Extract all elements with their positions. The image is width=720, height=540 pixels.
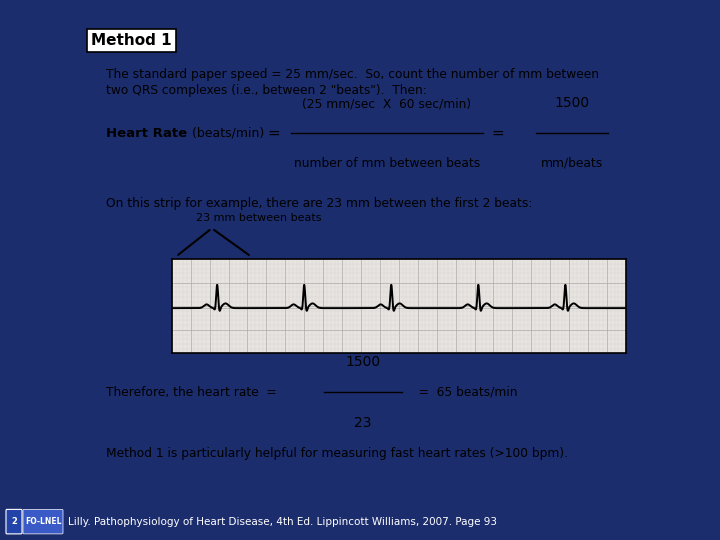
Text: 23: 23 [354,416,372,430]
Text: 2: 2 [11,517,17,526]
Text: (25 mm/sec  X  60 sec/min): (25 mm/sec X 60 sec/min) [302,97,472,110]
FancyBboxPatch shape [6,509,22,534]
Text: (beats/min): (beats/min) [189,127,265,140]
Text: number of mm between beats: number of mm between beats [294,157,480,170]
Text: The standard paper speed = 25 mm/sec.  So, count the number of mm between: The standard paper speed = 25 mm/sec. So… [106,68,599,80]
Text: 1500: 1500 [346,355,381,369]
Text: Therefore, the heart rate  =: Therefore, the heart rate = [106,386,276,399]
Text: Lilly. Pathophysiology of Heart Disease, 4th Ed. Lippincott Williams, 2007. Page: Lilly. Pathophysiology of Heart Disease,… [68,517,497,526]
Text: Heart Rate: Heart Rate [106,127,187,140]
Text: =  65 beats/min: = 65 beats/min [411,386,517,399]
Text: mm/beats: mm/beats [541,157,603,170]
Text: Method 1 is particularly helpful for measuring fast heart rates (>100 bpm).: Method 1 is particularly helpful for mea… [106,447,568,460]
Text: On this strip for example, there are 23 mm between the first 2 beats:: On this strip for example, there are 23 … [106,197,532,210]
Text: two QRS complexes (i.e., between 2 "beats").  Then:: two QRS complexes (i.e., between 2 "beat… [106,84,427,97]
Text: 23 mm between beats: 23 mm between beats [196,213,321,224]
Text: Method 1: Method 1 [91,33,171,48]
Text: =: = [491,126,504,141]
Text: =: = [267,126,280,141]
Text: 1500: 1500 [554,96,590,110]
Text: FO-LNEL: FO-LNEL [24,517,61,526]
FancyBboxPatch shape [23,509,63,534]
